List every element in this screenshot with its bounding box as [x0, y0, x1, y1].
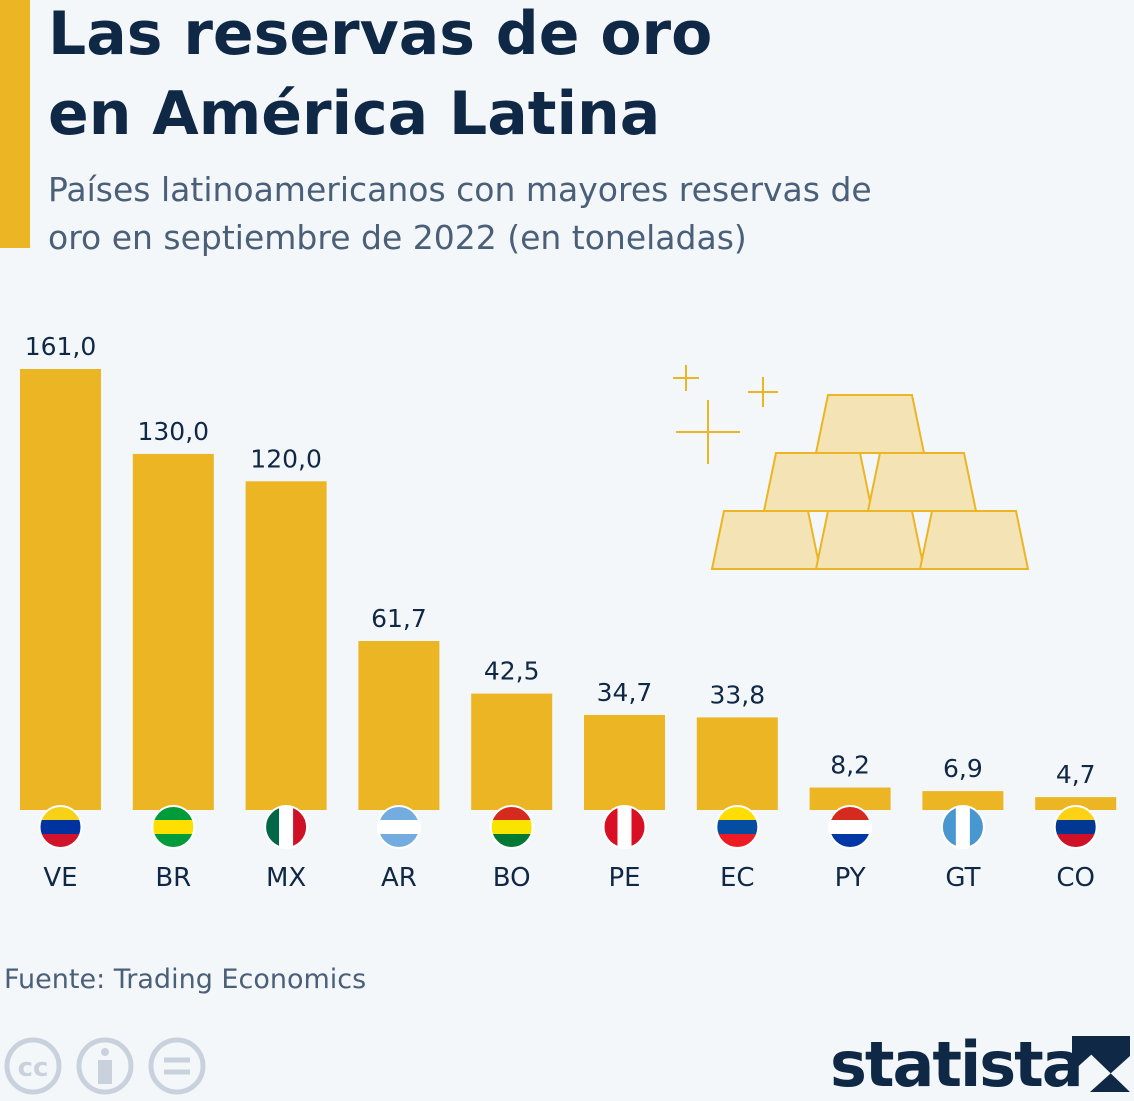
flag	[376, 805, 421, 849]
logo: statista	[830, 1028, 1084, 1101]
flag-stripe	[377, 820, 420, 834]
x-tick-label: BR	[155, 863, 191, 893]
flag	[264, 805, 309, 849]
flag-stripe	[1054, 820, 1097, 834]
flag-stripe	[39, 820, 82, 834]
flag-stripe	[152, 820, 195, 834]
flag-border	[602, 805, 647, 849]
x-tick-label: EC	[720, 863, 755, 893]
value-label: 120,0	[250, 444, 322, 473]
accent-bar	[0, 0, 30, 248]
x-tick-label: PE	[608, 863, 640, 893]
value-label: 130,0	[138, 417, 210, 446]
value-label: 42,5	[484, 657, 540, 686]
flag-stripe	[279, 806, 294, 848]
flag-stripe	[829, 820, 872, 834]
x-tick-label: AR	[381, 863, 417, 893]
bar	[922, 791, 1004, 810]
license-text: cc	[18, 1053, 49, 1083]
flag-border	[38, 805, 83, 849]
logo-mark	[1072, 1036, 1130, 1092]
bar	[1035, 797, 1117, 810]
x-tick-label: GT	[945, 863, 980, 893]
flag-border	[940, 805, 985, 849]
flag	[1053, 805, 1098, 849]
bar	[696, 717, 778, 810]
bar	[132, 453, 214, 810]
flag-border	[376, 805, 421, 849]
flag-border	[264, 805, 309, 849]
flag-border	[489, 805, 534, 849]
flag	[715, 805, 760, 849]
x-tick-label: MX	[266, 863, 306, 893]
flag	[828, 805, 873, 849]
bar	[358, 640, 440, 810]
flag-stripe	[955, 806, 970, 848]
license-icons	[4, 1037, 206, 1095]
value-label: 161,0	[25, 332, 97, 361]
bar	[471, 693, 553, 810]
x-tick-label: BO	[493, 863, 531, 893]
bar	[245, 481, 327, 810]
value-label: 8,2	[830, 751, 870, 780]
flag-border	[1053, 805, 1098, 849]
chart-title: Las reservas de oro en América Latina	[48, 0, 713, 149]
source: Fuente: Trading Economics	[4, 964, 367, 995]
gold-illustration	[673, 365, 1030, 570]
value-label: 6,9	[943, 754, 983, 783]
value-label: 4,7	[1056, 760, 1096, 789]
value-label: 33,8	[709, 680, 765, 709]
flag	[940, 805, 985, 849]
flag	[602, 805, 647, 849]
bar	[584, 714, 665, 810]
value-label: 61,7	[371, 604, 427, 633]
x-tick-label: PY	[835, 863, 866, 893]
bar	[809, 787, 891, 810]
flag-stripe	[490, 820, 533, 834]
flag-stripe	[716, 820, 759, 834]
flag-border	[828, 805, 873, 849]
flag	[38, 805, 83, 849]
flag	[151, 805, 196, 849]
chart-subtitle: Países latinoamericanos con mayores rese…	[48, 170, 872, 257]
value-label: 34,7	[597, 678, 653, 707]
flag-stripe	[617, 806, 632, 848]
flag	[489, 805, 534, 849]
flag-border	[151, 805, 196, 849]
x-tick-label: VE	[43, 863, 77, 893]
flag-border	[715, 805, 760, 849]
bar	[20, 369, 101, 810]
x-tick-label: CO	[1056, 863, 1095, 893]
